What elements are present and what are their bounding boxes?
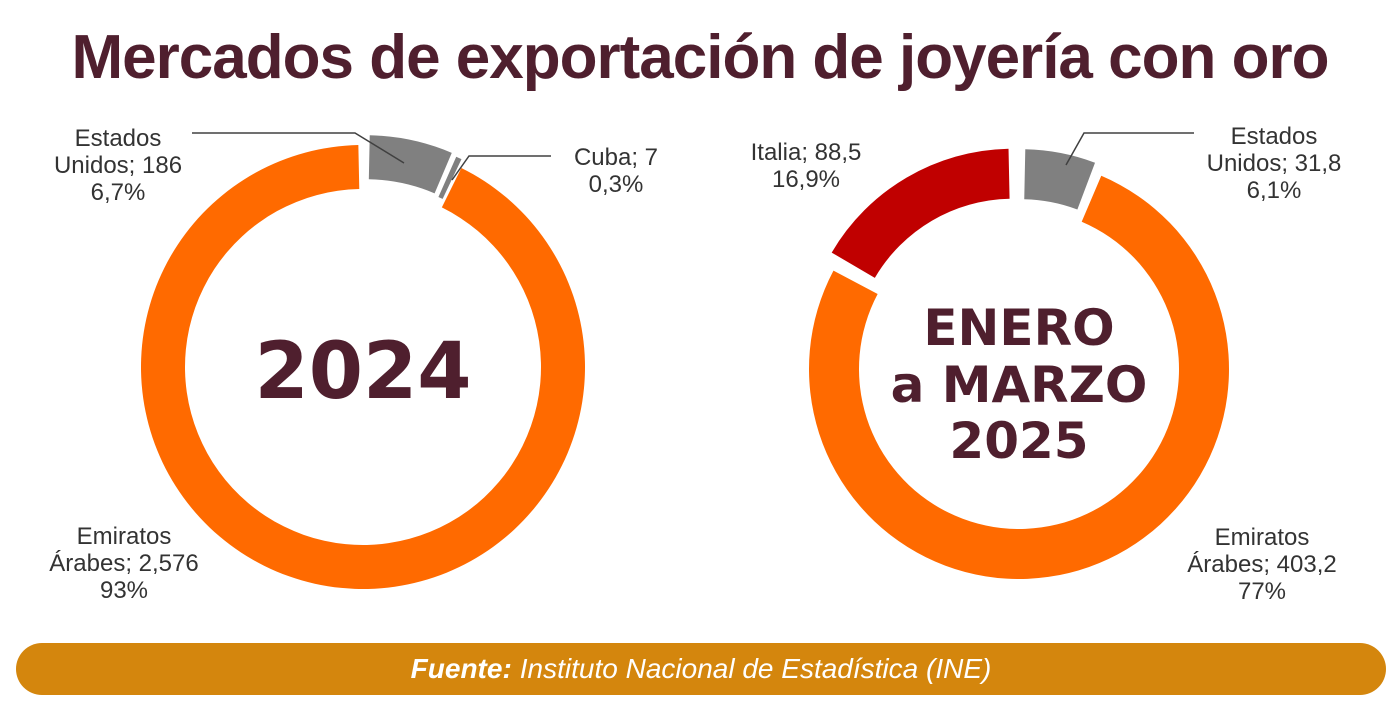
slice-label-2-1-3: 6,1% bbox=[1247, 177, 1302, 204]
slice-label-2-3-2: 16,9% bbox=[772, 166, 840, 193]
center-label-2-1: ENERO bbox=[923, 299, 1114, 357]
slice-label-2-3-1: Italia; 88,5 bbox=[751, 139, 862, 166]
slice-label-2-1-1: Estados bbox=[1231, 123, 1318, 150]
source-text: Instituto Nacional de Estadística (INE) bbox=[519, 653, 992, 684]
source-footer: Fuente: Instituto Nacional de Estadístic… bbox=[16, 643, 1386, 695]
donut-slice-2-1 bbox=[1024, 149, 1096, 210]
leader-line-2-1 bbox=[1065, 132, 1194, 166]
donut-slice-1-1 bbox=[368, 135, 452, 194]
center-label-1-1: 2024 bbox=[254, 327, 471, 417]
slice-label-2-2-2: Árabes; 403,2 bbox=[1187, 551, 1336, 578]
slice-label-1-1-2: Unidos; 186 bbox=[54, 152, 182, 179]
slice-label-1-1-3: 6,7% bbox=[91, 179, 146, 206]
slice-label-2-2-3: 77% bbox=[1238, 578, 1286, 605]
chart-title: Mercados de exportación de joyería con o… bbox=[71, 23, 1330, 92]
slice-label-1-3-2: Árabes; 2,576 bbox=[49, 550, 198, 577]
slice-label-1-2-2: 0,3% bbox=[589, 171, 644, 198]
center-label-2-2: a MARZO bbox=[891, 356, 1148, 414]
leader-line-1-2 bbox=[451, 155, 551, 181]
slice-label-1-1-1: Estados bbox=[75, 125, 162, 152]
donut-slice-2-3 bbox=[831, 148, 1010, 278]
slice-label-2-2-1: Emiratos bbox=[1215, 524, 1310, 551]
slice-label-1-3-1: Emiratos bbox=[77, 523, 172, 550]
source-key: Fuente: bbox=[410, 653, 512, 684]
slice-label-2-1-2: Unidos; 31,8 bbox=[1207, 150, 1342, 177]
center-label-2-3: 2025 bbox=[949, 412, 1088, 470]
leader-line-1-1 bbox=[192, 132, 405, 164]
donut-slice-1-2 bbox=[438, 156, 462, 199]
slice-label-1-2-1: Cuba; 7 bbox=[574, 144, 658, 171]
slice-label-1-3-3: 93% bbox=[100, 577, 148, 604]
